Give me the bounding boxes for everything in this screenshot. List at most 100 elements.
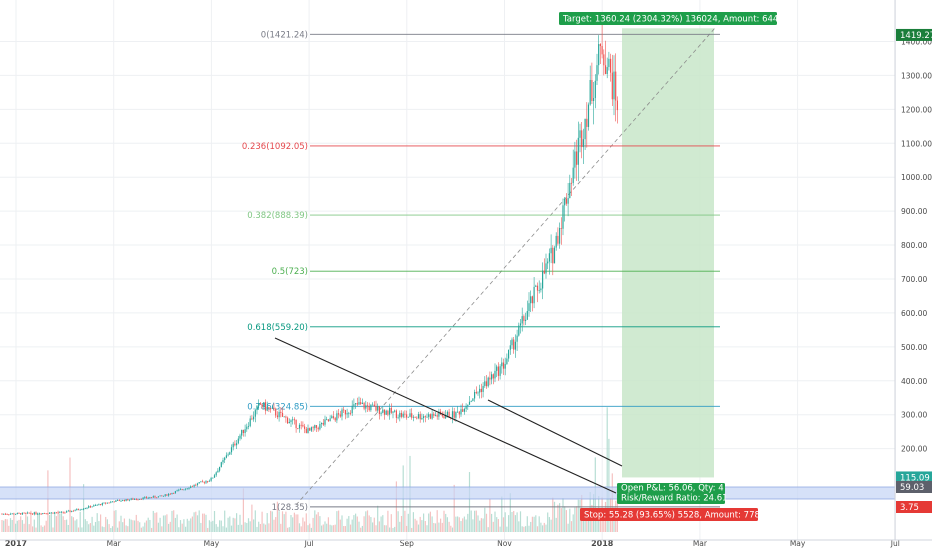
candle-body [259,403,261,405]
candle-body [560,228,562,229]
volume-bar [219,520,221,532]
candle-body [147,497,149,499]
volume-bar [453,484,455,532]
volume-bar [560,508,562,532]
volume-bar [101,526,103,532]
volume-bar [513,510,515,532]
candle-body [62,511,64,513]
volume-bar [496,517,498,532]
trend-channel[interactable] [274,337,623,494]
volume-bar [271,511,273,532]
volume-bar [343,526,345,532]
candle-body [111,501,114,503]
candle-body [394,410,396,412]
volume-bar [562,497,564,532]
candle-body [598,44,600,66]
candle-body [292,419,294,421]
stop-label [580,508,758,521]
volume-bar [326,523,328,532]
volume-bar [111,526,114,532]
volume-bar [225,527,227,532]
volume-bar [210,521,212,532]
candle-body [484,381,486,386]
volume-bar [519,511,522,532]
volume-bar [412,512,414,532]
price-tag [896,481,932,493]
volume-bar [8,525,10,532]
candle-body [596,65,598,81]
candle-body [236,443,238,446]
volume-bar [227,517,229,532]
volume-bar [344,526,346,532]
volume-bar [365,511,367,532]
volume-bar [20,516,22,532]
candle-body [179,489,182,491]
volume-bar [528,525,530,532]
volume-bar [387,510,389,532]
volume-bar [492,521,494,532]
candle-body [94,505,97,506]
candle-body [275,408,277,416]
volume-bar [419,516,421,532]
candle-body [368,406,370,411]
candle-body [336,413,338,421]
candle-body [375,406,377,411]
volume-bar [38,512,40,532]
candle-body [535,285,537,287]
candle-body [574,151,576,168]
candle-body [569,182,571,199]
volume-bar [13,514,15,532]
volume-bar [431,516,433,532]
volume-bar [514,515,516,532]
candle-body [514,341,516,350]
candle-body [399,412,401,418]
volume-bar [504,512,506,532]
candle-body [487,377,489,387]
candle-body [550,247,552,254]
candle-body [281,412,284,417]
candle-body [132,498,134,500]
candle-body [518,325,520,336]
volume-bar [157,522,159,532]
volume-bar [475,510,477,532]
candle-body [123,499,125,501]
candle-body [445,415,447,419]
candle-body [220,462,222,467]
price-axis-label: 1100.00 [901,139,932,148]
volume-bar [417,524,420,532]
candle-body [309,428,311,431]
volume-bar [574,507,576,532]
candle-body [135,499,137,500]
candle-body [615,71,617,101]
volume-bar [3,520,5,532]
candle-body [307,428,309,434]
candle-body [76,508,78,511]
candle-body [171,493,173,495]
channel-upper-line[interactable] [487,399,623,467]
price-axis-label: 1400.00 [901,37,932,46]
price-axis-label: 300.00 [901,411,927,420]
volume-bar [319,516,321,532]
candle-body [15,514,17,515]
volume-bar [346,518,348,532]
volume-bar [96,513,98,532]
candle-body [586,118,588,127]
volume-bar [161,526,163,532]
channel-lower-line[interactable] [274,337,617,494]
candle-body [409,413,411,417]
volume-bar [468,472,471,532]
volume-bar [457,516,459,532]
date-axis-label: Jul [890,539,900,548]
volume-bar [564,506,566,532]
target-label [559,12,777,25]
volume-bar [149,519,151,532]
volume-bar [144,522,146,532]
fibonacci-retracement[interactable]: 0(1421.24) 0.236(1092.05) 0.382(888.39) 0.5… [242,30,720,513]
price-tag [896,28,932,41]
volume-bar [327,517,329,532]
candle-body [193,484,195,487]
volume-bar [552,497,554,532]
volume-bar [416,520,418,532]
